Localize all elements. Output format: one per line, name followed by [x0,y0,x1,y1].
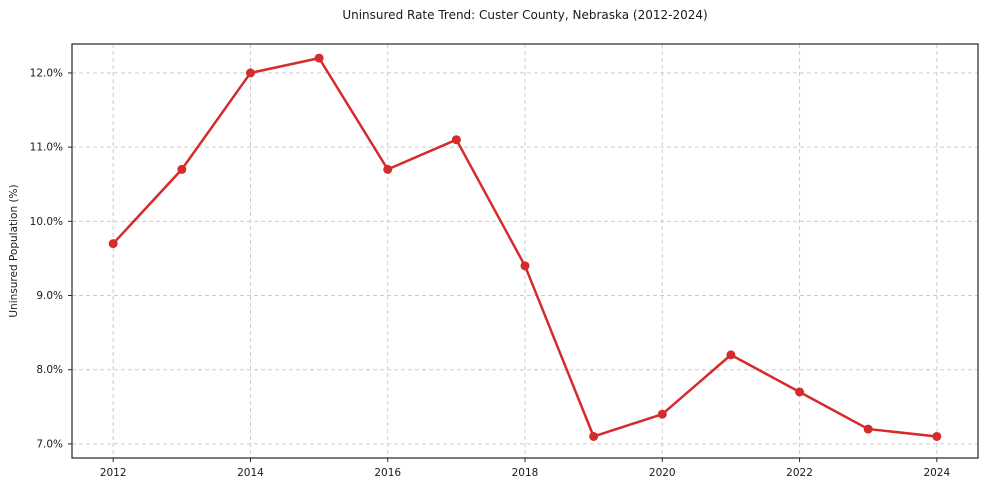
x-tick-label: 2024 [923,467,950,479]
data-point-marker [314,53,324,63]
x-tick-label: 2016 [374,467,401,479]
x-tick-label: 2018 [512,467,539,479]
data-point-marker [589,431,599,441]
data-point-marker [108,239,118,249]
data-point-marker [245,68,255,78]
data-point-marker [383,164,393,174]
y-tick-label: 10.0% [30,216,63,228]
y-tick-label: 8.0% [36,364,63,376]
data-point-marker [520,261,530,271]
y-tick-label: 12.0% [30,67,63,79]
chart-title: Uninsured Rate Trend: Custer County, Neb… [342,8,708,22]
y-tick-label: 7.0% [36,438,63,450]
x-tick-label: 2012 [100,467,127,479]
x-tick-label: 2020 [649,467,676,479]
data-point-marker [863,424,873,434]
x-tick-label: 2014 [237,467,264,479]
data-point-marker [726,350,736,360]
data-point-marker [795,387,805,397]
data-point-marker [177,164,187,174]
x-tick-label: 2022 [786,467,813,479]
y-tick-label: 11.0% [30,142,63,154]
data-point-marker [451,135,461,145]
data-point-marker [657,409,667,419]
y-tick-label: 9.0% [36,290,63,302]
data-point-marker [932,431,942,441]
